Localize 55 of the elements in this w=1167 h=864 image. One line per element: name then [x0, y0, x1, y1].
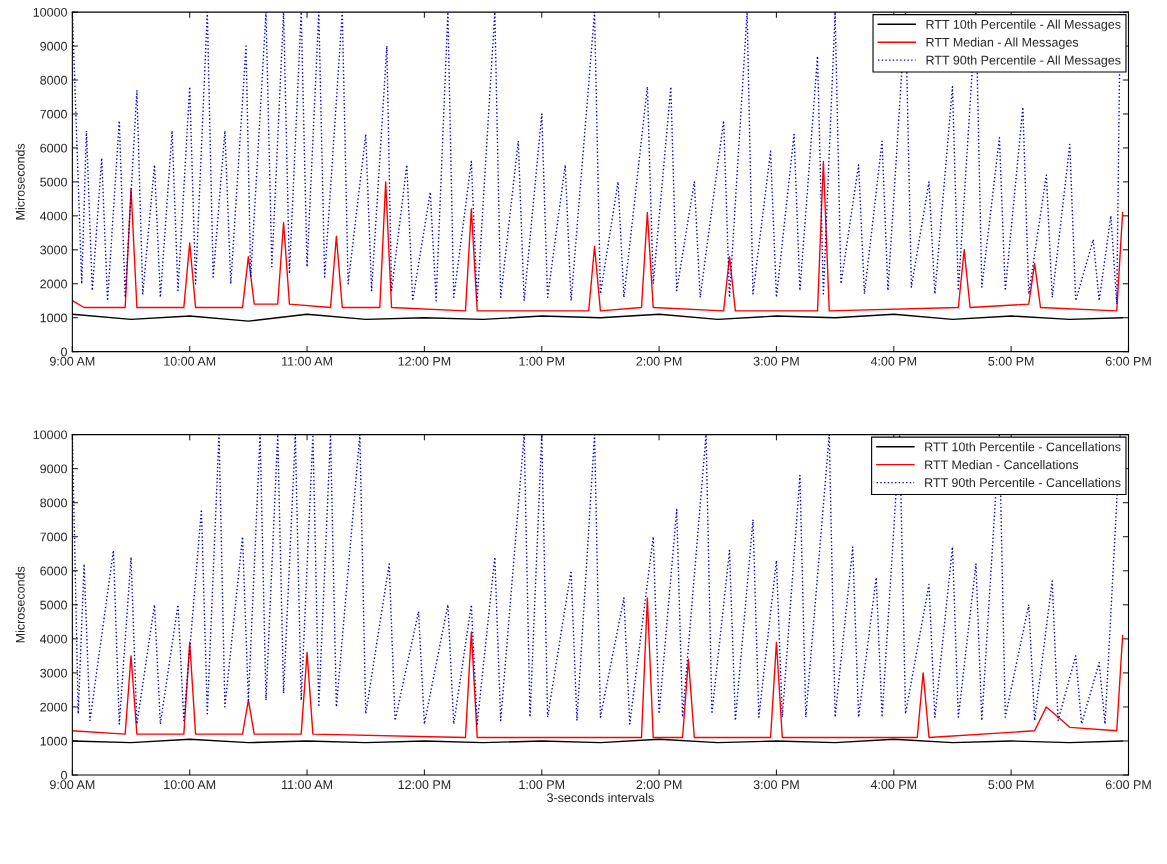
y-tick-label: 2000 [40, 279, 68, 289]
y-tick-label: 4000 [39, 211, 68, 221]
x-tick-label: 9:00 AM [50, 356, 95, 366]
y-tick-label: 2000 [40, 702, 68, 712]
legend-label: RTT Median - All Messages [926, 37, 1079, 50]
x-tick-label: 11:00 AM [282, 780, 332, 790]
x-tick-label: 10:00 AM [164, 780, 216, 790]
line-series [72, 434, 1121, 725]
x-axis-title: 3-seconds intervals [547, 792, 654, 803]
y-tick-label: 1000 [40, 736, 68, 746]
x-tick-label: 2:00 PM [636, 356, 682, 366]
legend-label: RTT 90th Percentile - All Messages [926, 55, 1121, 68]
y-tick-label: 4000 [39, 634, 68, 644]
x-tick-label: 1:00 PM [519, 780, 564, 790]
x-tick-label: 4:00 PM [870, 780, 917, 790]
y-axis-title: Microseconds [15, 143, 25, 220]
y-tick-label: 1000 [40, 313, 68, 323]
x-tick-label: 4:00 PM [870, 356, 917, 366]
legend-label: RTT 10th Percentile - Cancellations [925, 442, 1121, 452]
x-tick-label: 9:00 AM [50, 780, 95, 790]
legend-label: RTT 10th Percentile - All Messages [926, 19, 1121, 32]
line-series [72, 160, 1124, 312]
x-tick-label: 12:00 PM [398, 780, 451, 790]
y-tick-label: 10000 [33, 430, 68, 440]
x-tick-label: 5:00 PM [988, 356, 1034, 366]
y-tick-label: 9000 [40, 464, 68, 474]
legend-label: RTT 90th Percentile - Cancellations [925, 477, 1121, 488]
x-tick-label: 6:00 PM [1105, 356, 1151, 366]
y-tick-label: 3000 [40, 245, 68, 255]
y-tick-label: 6000 [40, 566, 68, 576]
x-tick-label: 12:00 PM [398, 356, 451, 366]
y-tick-label: 3000 [40, 668, 68, 678]
x-tick-label: 10:00 AM [164, 356, 216, 366]
x-tick-label: 1:00 PM [519, 356, 564, 366]
y-tick-label: 6000 [40, 143, 68, 153]
y-tick-label: 0 [61, 770, 67, 780]
line-series [72, 12, 1121, 305]
y-tick-label: 7000 [40, 532, 68, 542]
y-tick-label: 0 [61, 347, 67, 357]
legend-label: RTT Median - Cancellations [925, 459, 1079, 470]
y-tick-label: 7000 [40, 109, 68, 119]
y-tick-label: 8000 [40, 75, 68, 85]
y-tick-label: 8000 [40, 498, 68, 508]
y-axis-title: Microseconds [15, 566, 25, 643]
y-tick-label: 5000 [40, 600, 68, 610]
y-tick-label: 10000 [33, 7, 68, 17]
x-tick-label: 11:00 AM [282, 356, 332, 366]
y-tick-label: 5000 [40, 177, 68, 187]
line-series [72, 597, 1124, 739]
x-tick-label: 5:00 PM [988, 780, 1034, 790]
x-tick-label: 3:00 PM [753, 780, 799, 790]
x-tick-label: 6:00 PM [1105, 780, 1151, 790]
y-tick-label: 9000 [40, 41, 68, 51]
x-tick-label: 3:00 PM [753, 356, 799, 366]
x-tick-label: 2:00 PM [636, 780, 682, 790]
